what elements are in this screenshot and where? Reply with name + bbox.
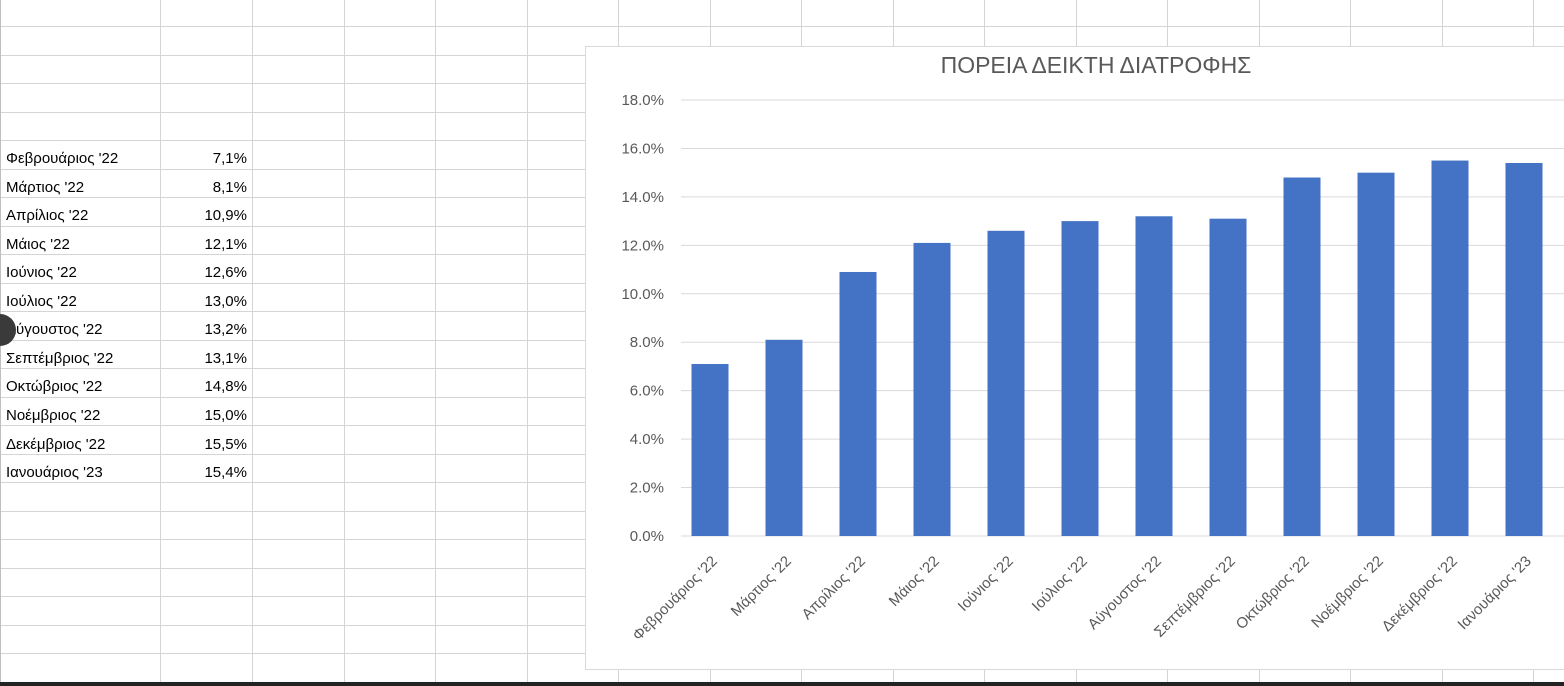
chart-y-ticks: 0.0% 2.0% 4.0% 6.0% 8.0% 10.0% 12.0% 14.0% 16.0%… xyxy=(621,92,664,545)
cell-month-label[interactable]: Φεβρουάριος '22 xyxy=(6,150,119,167)
cell-month-label[interactable]: Σεπτέμβριος '22 xyxy=(6,350,114,367)
chart-x-tick-label: Μάρτιος '22 xyxy=(728,553,795,620)
cell-month-label[interactable]: Απρίλιος '22 xyxy=(6,207,89,224)
chart-canvas: 0.0% 2.0% 4.0% 6.0% 8.0% 10.0% 12.0% 14.0% 16.0%… xyxy=(621,52,1564,644)
cell-month-label[interactable]: Ιούνιος '22 xyxy=(6,264,77,281)
cell-percent-value[interactable]: 13,0% xyxy=(204,293,247,310)
chart-y-tick-label: 10.0% xyxy=(621,286,664,303)
chart-bar[interactable] xyxy=(839,271,877,536)
chart-y-tick-label: 6.0% xyxy=(630,383,664,400)
chart-x-tick-label: Ιούνιος '22 xyxy=(955,553,1017,615)
chart-title: ΠΟΡΕΙΑ ΔΕΙΚΤΗ ΔΙΑΤΡΟΦΗΣ xyxy=(941,52,1252,78)
cell-percent-value[interactable]: 12,1% xyxy=(204,236,247,253)
cell-month-label[interactable]: Ιανουάριος '23 xyxy=(6,464,103,481)
chart-y-tick-label: 14.0% xyxy=(621,189,664,206)
chart-bar[interactable] xyxy=(765,339,803,536)
chart-y-tick-label: 4.0% xyxy=(630,431,664,448)
chart-bars xyxy=(691,160,1543,537)
cell-percent-value[interactable]: 15,4% xyxy=(204,464,247,481)
cell-month-label[interactable]: Μάιος '22 xyxy=(6,236,70,253)
cursor-indicator xyxy=(0,314,16,346)
chart-y-tick-label: 0.0% xyxy=(630,528,664,545)
chart-x-tick-label: Αύγουστος '22 xyxy=(1085,553,1165,633)
cell-percent-value[interactable]: 15,5% xyxy=(204,436,247,453)
chart-x-tick-label: Οκτώβριος '22 xyxy=(1233,553,1313,633)
chart-bar[interactable] xyxy=(691,364,729,536)
cell-percent-value[interactable]: 13,2% xyxy=(204,321,247,338)
chart-x-tick-label: Σεπτέμβριος '22 xyxy=(1151,553,1239,641)
chart-gridlines xyxy=(681,99,1564,537)
chart-x-tick-label: Φεβρουάριος '22 xyxy=(629,553,720,644)
cell-month-label[interactable]: Αύγουστος '22 xyxy=(6,321,103,338)
chart-bar[interactable] xyxy=(1061,221,1099,536)
cell-percent-value[interactable]: 13,1% xyxy=(204,350,247,367)
data-cells: Φεβρουάριος '22 7,1% Μάρτιος '22 8,1% Απρίλι… xyxy=(0,0,252,686)
chart-bar[interactable] xyxy=(1283,177,1321,536)
cell-month-label[interactable]: Οκτώβριος '22 xyxy=(6,378,103,395)
cell-month-label[interactable]: Νοέμβριος '22 xyxy=(6,407,101,424)
cell-percent-value[interactable]: 15,0% xyxy=(204,407,247,424)
chart-x-tick-label: Νοέμβριος '22 xyxy=(1308,553,1387,632)
chart-bar[interactable] xyxy=(1209,218,1247,536)
chart-x-tick-label: Απρίλιος '22 xyxy=(799,553,869,623)
chart-bar[interactable] xyxy=(1135,216,1173,536)
chart-bar[interactable] xyxy=(1431,160,1469,537)
window-bottom-edge xyxy=(0,682,1564,686)
chart-x-labels: Φεβρουάριος '22 Μάρτιος '22 Απρίλιος '22 Μά… xyxy=(629,553,1534,644)
chart[interactable]: 0.0% 2.0% 4.0% 6.0% 8.0% 10.0% 12.0% 14.0% 16.0%… xyxy=(585,46,1564,670)
chart-y-tick-label: 18.0% xyxy=(621,92,664,109)
chart-x-tick-label: Δεκέμβριος '22 xyxy=(1379,553,1461,635)
chart-x-tick-label: Μάιος '22 xyxy=(886,553,943,610)
chart-bar[interactable] xyxy=(913,242,951,536)
cell-percent-value[interactable]: 14,8% xyxy=(204,378,247,395)
cell-month-label[interactable]: Μάρτιος '22 xyxy=(6,179,85,196)
cell-percent-value[interactable]: 7,1% xyxy=(212,150,247,167)
chart-y-tick-label: 12.0% xyxy=(621,237,664,254)
chart-bar[interactable] xyxy=(1357,172,1395,536)
chart-y-tick-label: 16.0% xyxy=(621,140,664,157)
chart-y-tick-label: 2.0% xyxy=(630,480,664,497)
cell-percent-value[interactable]: 10,9% xyxy=(204,207,247,224)
chart-x-tick-label: Ιανουάριος '23 xyxy=(1454,553,1534,633)
chart-bar[interactable] xyxy=(1505,162,1543,536)
chart-bar[interactable] xyxy=(987,230,1025,537)
cell-month-label[interactable]: Δεκέμβριος '22 xyxy=(6,436,106,453)
chart-y-tick-label: 8.0% xyxy=(630,334,664,351)
cell-percent-value[interactable]: 8,1% xyxy=(212,179,247,196)
cell-month-label[interactable]: Ιούλιος '22 xyxy=(6,293,77,310)
chart-x-tick-label: Ιούλιος '22 xyxy=(1029,553,1091,615)
cell-percent-value[interactable]: 12,6% xyxy=(204,264,247,281)
